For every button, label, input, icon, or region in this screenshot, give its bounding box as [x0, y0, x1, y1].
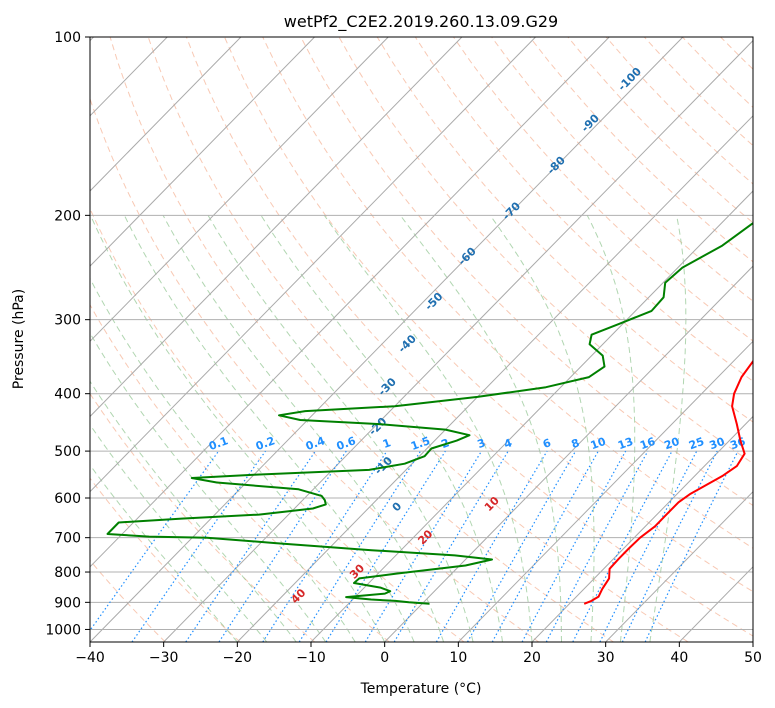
isotherm-line [457, 340, 753, 642]
y-tick-label: 400 [54, 387, 81, 403]
x-tick-label: −10 [296, 650, 326, 666]
chart-title: wetPf2_C2E2.2019.260.13.09.G29 [284, 12, 558, 32]
moist-adiabat-line [489, 215, 595, 642]
x-tick-label: −30 [149, 650, 179, 666]
mixing-ratio-line [545, 450, 649, 642]
isotherm-line [236, 115, 753, 642]
mixing-ratio-label: 16 [638, 435, 657, 453]
moist-adiabat-line [90, 380, 297, 642]
mixing-ratio-label: 0.4 [304, 434, 327, 453]
isotherm-line [90, 37, 242, 192]
x-tick-label: 20 [523, 650, 541, 666]
dry-adiabat-line [300, 37, 753, 507]
x-tick-label: 50 [744, 650, 762, 666]
moist-adiabat-line [323, 215, 533, 642]
mixing-ratio-label: 20 [662, 435, 681, 453]
mixing-ratio-label: 4 [502, 436, 514, 451]
mixing-ratio-label: 8 [570, 436, 582, 451]
dry-adiabat-line [90, 477, 241, 642]
isotherm-line [90, 37, 463, 418]
y-tick-label: 600 [54, 491, 81, 507]
y-tick-label: 900 [54, 595, 81, 611]
dry-adiabat-line [224, 37, 753, 593]
mixing-ratio-line [298, 450, 422, 642]
mixing-ratio-label: 25 [687, 435, 706, 452]
mixing-ratio-line [521, 450, 627, 642]
moist-adiabat-line [123, 215, 415, 642]
y-tick-label: 700 [54, 531, 81, 547]
dry-adiabat-line [90, 392, 316, 642]
y-tick-label: 200 [54, 208, 81, 224]
isotherm-line [605, 490, 753, 642]
mixing-ratio-label: 30 [708, 435, 727, 453]
mixing-ratio-label: 0.6 [335, 434, 358, 453]
mixing-ratio-label: 1 [381, 436, 393, 451]
mixing-ratio-line [364, 450, 483, 642]
temperature-profile-line [583, 359, 753, 605]
moist-adiabat-line [162, 215, 445, 642]
isotherm-line [90, 37, 610, 568]
series-lines [106, 221, 753, 605]
moist-adiabat-line [90, 332, 327, 642]
moist-adiabat-line [90, 464, 238, 642]
y-tick-label: 1000 [45, 622, 81, 638]
dry-adiabat-line [90, 97, 540, 642]
y-tick-label: 100 [54, 30, 81, 46]
mixing-ratio-line [491, 450, 599, 642]
y-tick-label: 800 [54, 565, 81, 581]
x-tick-label: −20 [223, 650, 253, 666]
dry-adiabat-line [262, 37, 753, 549]
isotherms [90, 37, 753, 642]
moist-adiabat-line [90, 423, 268, 642]
mixing-ratio-label: 0.2 [254, 434, 277, 453]
moist-adiabat-line [586, 215, 636, 642]
mixing-ratio-line [466, 450, 577, 642]
isotherm-line [384, 265, 753, 642]
dry-adiabat-line [109, 37, 614, 642]
isotherm-line [90, 37, 684, 642]
moist-adiabat-line [399, 215, 562, 642]
isotherm-line [531, 415, 753, 642]
y-axis-label: Pressure (hPa) [11, 289, 27, 389]
x-axis-ticks: −40 −30 −20 −10 0 10 20 30 40 50 [75, 642, 762, 666]
mixing-ratio-label: 0.1 [207, 434, 230, 453]
mixing-ratio-label: 13 [616, 435, 635, 452]
moist-adiabat-line [90, 277, 356, 642]
dry-adiabat-line [147, 37, 689, 642]
isotherm-line [310, 190, 753, 642]
x-tick-label: 0 [380, 650, 389, 666]
moist-adiabat-line [649, 215, 687, 642]
mixing-ratio-line [185, 450, 316, 642]
isotherm-line [90, 37, 389, 343]
moist-adiabat-line [90, 215, 386, 642]
y-axis-ticks: 1000 900 800 700 600 500 400 300 200 100 [45, 30, 90, 638]
moist-adiabats [90, 215, 687, 642]
x-tick-label: 30 [597, 650, 615, 666]
mixing-ratio-line [621, 450, 718, 642]
y-tick-label: 300 [54, 313, 81, 329]
moist-adiabat-line [207, 215, 474, 642]
mixing-ratio-line [599, 450, 698, 642]
dry-adiabat-line [491, 37, 753, 302]
isotherm-line [90, 37, 536, 493]
mixing-ratio-label: 6 [541, 436, 553, 451]
dewpoint-profile-line [106, 221, 753, 605]
x-tick-label: −40 [75, 650, 105, 666]
x-axis-label: Temperature (°C) [360, 681, 482, 697]
mixing-ratio-line [262, 450, 388, 642]
x-tick-label: 10 [449, 650, 467, 666]
mixing-ratio-label: 1.5 [409, 434, 432, 453]
mixing-ratio-label: 3 [476, 436, 488, 451]
isotherm-line [90, 37, 315, 267]
x-tick-label: 40 [670, 650, 688, 666]
plot-frame [89, 36, 754, 643]
y-tick-label: 500 [54, 444, 81, 460]
mixing-ratio-line [131, 450, 266, 642]
mixing-ratio-label: 10 [589, 435, 608, 453]
mixing-ratio-line [90, 450, 220, 632]
dry-adiabat-line [90, 303, 390, 642]
